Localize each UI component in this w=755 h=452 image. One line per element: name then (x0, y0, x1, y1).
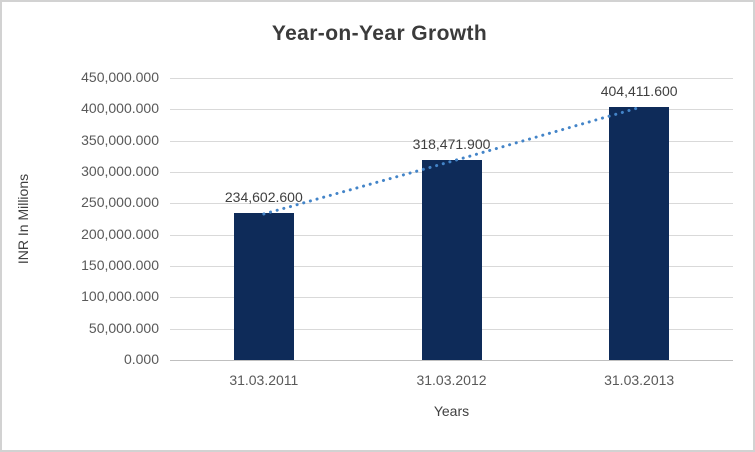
data-label: 318,471.900 (412, 136, 491, 153)
y-tick-label: 50,000.000 (88, 319, 159, 336)
x-tick-label: 31.03.2013 (604, 372, 675, 388)
data-label: 404,411.600 (600, 82, 678, 99)
gridline (170, 140, 733, 142)
x-tick-label: 31.03.2012 (416, 372, 487, 388)
bar-31.03.2011 (233, 212, 294, 360)
trendline-path (262, 106, 641, 216)
bar-31.03.2012 (421, 160, 482, 360)
x-axis-line (170, 360, 733, 361)
chart-title: Year-on-Year Growth (271, 22, 488, 45)
gridline (170, 78, 733, 79)
y-tick-label: 100,000.000 (81, 288, 159, 305)
gridline (170, 109, 733, 111)
plot-area: 234,602.600 318,471.900 404,411.600 (170, 78, 733, 361)
x-tick-label: 31.03.2011 (229, 372, 299, 388)
data-label: 234,602.600 (224, 188, 303, 205)
y-tick-label: 350,000.000 (81, 131, 159, 148)
x-axis-title: Years (433, 403, 470, 419)
y-tick-label: 300,000.000 (81, 163, 159, 179)
bar-31.03.2013 (609, 106, 670, 360)
y-tick-label: 250,000.000 (81, 194, 159, 211)
y-axis-ticks: 450,000.000 400,000.000 350,000.000 300,000… (2, 69, 159, 367)
y-tick-label: 150,000.000 (81, 257, 159, 273)
y-tick-label: 0.000 (123, 351, 159, 367)
trendline (262, 106, 641, 216)
y-tick-label: 200,000.000 (81, 225, 159, 242)
y-tick-label: 450,000.000 (81, 69, 159, 85)
y-tick-label: 400,000.000 (81, 100, 159, 117)
x-axis-ticks: 31.03.2011 31.03.2012 31.03.2013 (170, 372, 733, 390)
